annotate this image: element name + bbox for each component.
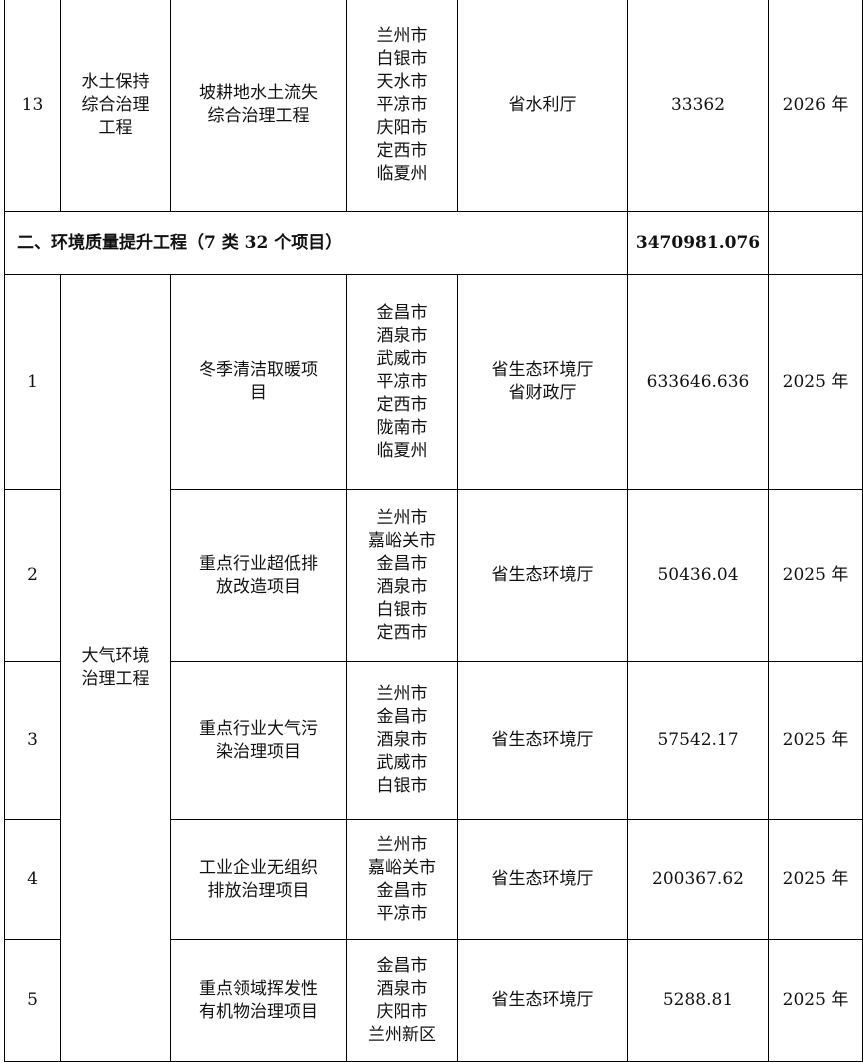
row-number: 2 bbox=[4, 489, 61, 662]
table-row: 1 大气环境 治理工程 冬季清洁取暖项 目 金昌市 酒泉市 武威市 平凉市 定西… bbox=[4, 274, 863, 1062]
group-category: 大气环境 治理工程 bbox=[60, 274, 171, 1062]
project-name: 重点领域挥发性 有机物治理项目 bbox=[170, 939, 347, 1062]
row-number: 3 bbox=[4, 661, 61, 820]
year: 2025 年 bbox=[768, 489, 863, 662]
regions: 金昌市 酒泉市 武威市 平凉市 定西市 陇南市 临夏州 bbox=[346, 274, 458, 490]
year: 2025 年 bbox=[768, 819, 863, 940]
section-year bbox=[768, 211, 863, 275]
year: 2025 年 bbox=[768, 274, 863, 490]
regions: 兰州市 金昌市 酒泉市 武威市 白银市 bbox=[346, 661, 458, 820]
project-name: 冬季清洁取暖项 目 bbox=[170, 274, 347, 490]
regions: 金昌市 酒泉市 庆阳市 兰州新区 bbox=[346, 939, 458, 1062]
amount: 57542.17 bbox=[627, 661, 769, 820]
row-number: 13 bbox=[4, 0, 61, 212]
table-row: 4 工业企业无组织 排放治理项目 兰州市 嘉峪关市 金昌市 平凉市 省生态环境厅… bbox=[4, 819, 863, 940]
table-row: 13 水土保持 综合治理 工程 坡耕地水土流失 综合治理工程 兰州市 白银市 天… bbox=[4, 0, 863, 212]
amount: 633646.636 bbox=[627, 274, 769, 490]
department: 省水利厅 bbox=[457, 0, 628, 212]
year: 2025 年 bbox=[768, 939, 863, 1062]
regions: 兰州市 嘉峪关市 金昌市 平凉市 bbox=[346, 819, 458, 940]
section-amount: 3470981.076 bbox=[627, 211, 769, 275]
amount: 200367.62 bbox=[627, 819, 769, 940]
section-row: 二、环境质量提升工程（7 类 32 个项目） 3470981.076 bbox=[4, 211, 863, 275]
row-number: 5 bbox=[4, 939, 61, 1062]
department: 省生态环境厅 bbox=[457, 939, 628, 1062]
amount: 50436.04 bbox=[627, 489, 769, 662]
table-row: 3 重点行业大气污 染治理项目 兰州市 金昌市 酒泉市 武威市 白银市 省生态环… bbox=[4, 661, 863, 820]
project-name: 重点行业大气污 染治理项目 bbox=[170, 661, 347, 820]
amount: 33362 bbox=[627, 0, 769, 212]
section-title: 二、环境质量提升工程（7 类 32 个项目） bbox=[4, 211, 628, 275]
project-name: 工业企业无组织 排放治理项目 bbox=[170, 819, 347, 940]
category: 水土保持 综合治理 工程 bbox=[60, 0, 171, 212]
table-row: 5 重点领域挥发性 有机物治理项目 金昌市 酒泉市 庆阳市 兰州新区 省生态环境… bbox=[4, 939, 863, 1062]
department: 省生态环境厅 省财政厅 bbox=[457, 274, 628, 490]
year: 2025 年 bbox=[768, 661, 863, 820]
department: 省生态环境厅 bbox=[457, 489, 628, 662]
project-name: 坡耕地水土流失 综合治理工程 bbox=[170, 0, 347, 212]
project-name: 重点行业超低排 放改造项目 bbox=[170, 489, 347, 662]
row-number: 1 bbox=[4, 274, 61, 490]
amount: 5288.81 bbox=[627, 939, 769, 1062]
row-number: 4 bbox=[4, 819, 61, 940]
project-table: 13 水土保持 综合治理 工程 坡耕地水土流失 综合治理工程 兰州市 白银市 天… bbox=[4, 0, 863, 1062]
table-row: 2 重点行业超低排 放改造项目 兰州市 嘉峪关市 金昌市 酒泉市 白银市 定西市… bbox=[4, 489, 863, 662]
year: 2026 年 bbox=[768, 0, 863, 212]
regions: 兰州市 白银市 天水市 平凉市 庆阳市 定西市 临夏州 bbox=[346, 0, 458, 212]
department: 省生态环境厅 bbox=[457, 819, 628, 940]
regions: 兰州市 嘉峪关市 金昌市 酒泉市 白银市 定西市 bbox=[346, 489, 458, 662]
department: 省生态环境厅 bbox=[457, 661, 628, 820]
